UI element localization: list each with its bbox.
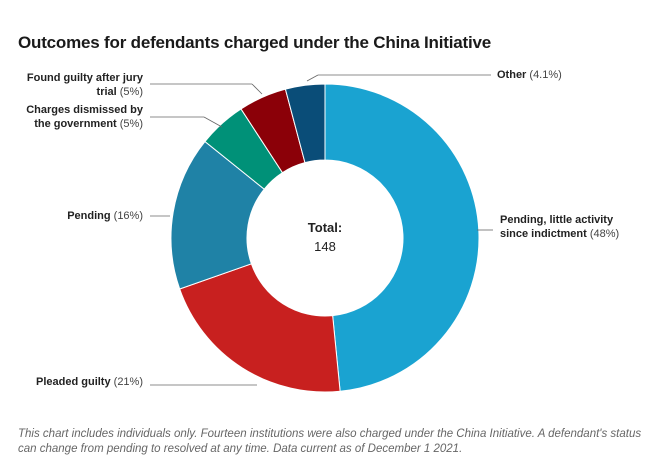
center-total-value: 148 bbox=[314, 239, 336, 254]
leader-line-found-guilty-after-jury-trial-tick bbox=[251, 83, 263, 95]
donut-chart: Pending, little activity since indictment… bbox=[26, 69, 619, 393]
slice-label-pleaded-guilty: Pleaded guilty (21%) bbox=[36, 376, 143, 388]
leader-line-other-tick bbox=[306, 74, 319, 82]
leader-line-charges-dismissed-by-the-government-tick bbox=[203, 116, 223, 128]
slice-pleaded-guilty bbox=[179, 263, 341, 393]
slice-label-found-guilty-after-jury-trial: Found guilty after jury trial (5%) bbox=[27, 72, 144, 98]
center-total-label: Total: bbox=[308, 220, 342, 235]
slice-labels: Pending, little activity since indictment… bbox=[26, 69, 619, 388]
footnote: This chart includes individuals only. Fo… bbox=[18, 428, 642, 455]
slice-label-other: Other (4.1%) bbox=[497, 69, 562, 81]
slice-other bbox=[284, 83, 326, 164]
slice-label-charges-dismissed-by-the-government: Charges dismissed by the government (5%) bbox=[26, 104, 144, 130]
chart-title: Outcomes for defendants charged under th… bbox=[18, 33, 491, 52]
slice-pending bbox=[170, 140, 265, 290]
slice-label-pending: Pending (16%) bbox=[67, 210, 143, 222]
donut-slices bbox=[170, 83, 480, 393]
slice-pending-little-activity-since-indictment bbox=[324, 83, 480, 392]
slice-label-pending-little-activity-since-indictment: Pending, little activity since indictment… bbox=[500, 214, 619, 240]
